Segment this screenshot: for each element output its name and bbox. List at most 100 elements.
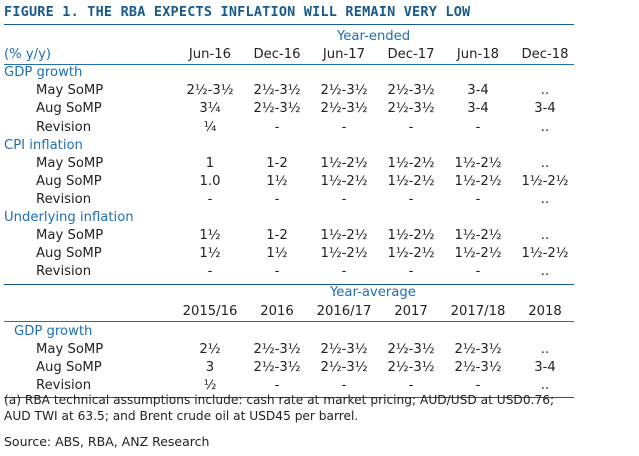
table-cell: 2½-3½	[387, 83, 435, 99]
table-cell: 3-4	[467, 101, 489, 117]
table-cell: 3-4	[534, 101, 556, 117]
table-cell: 1½-2½	[387, 155, 435, 171]
table-cell: 1½-2½	[320, 246, 368, 262]
table-cell: ..	[540, 228, 550, 244]
row-label: May SoMP	[36, 341, 104, 357]
table-cell: 1½	[199, 246, 221, 262]
section-separator	[4, 284, 574, 286]
table-cell: ½	[203, 377, 217, 393]
column-header: Jun-17	[322, 47, 366, 63]
group-header-year-ended: Year-ended	[337, 29, 411, 44]
table-cell: 1½-2½	[320, 155, 368, 171]
footnote-line-1: (a) RBA technical assumptions include: c…	[4, 393, 555, 407]
table-cell: 2½-3½	[320, 83, 368, 99]
column-header: Jun-18	[456, 47, 500, 63]
table-cell: 2½-3½	[253, 83, 301, 99]
row-label: Revision	[36, 264, 92, 280]
row-label: Revision	[36, 377, 92, 393]
table-cell: ¼	[203, 119, 217, 135]
header-underline	[4, 64, 574, 66]
table-cell: ..	[540, 377, 550, 393]
section-label: GDP growth	[4, 65, 83, 81]
table-cell: 1½-2½	[387, 246, 435, 262]
row-label: May SoMP	[36, 155, 104, 171]
table-cell: 2½	[199, 341, 221, 357]
table-cell: -	[274, 377, 280, 393]
table-cell: 3	[205, 359, 215, 375]
row-label: Aug SoMP	[36, 359, 102, 375]
table-cell: 2½-3½	[253, 341, 301, 357]
table-cell: 1½-2½	[521, 246, 569, 262]
column-header: 2016/17	[316, 303, 372, 319]
table-cell: 1½-2½	[320, 228, 368, 244]
table-cell: 2½-3½	[387, 359, 435, 375]
table-cell: 3-4	[467, 83, 489, 99]
table-cell: 1½-2½	[521, 173, 569, 189]
table-cell: 1½-2½	[387, 173, 435, 189]
row-label: May SoMP	[36, 228, 104, 244]
table-cell: -	[408, 377, 414, 393]
table-cell: 1-2	[266, 228, 288, 244]
source-line: Source: ABS, RBA, ANZ Research	[4, 434, 210, 449]
table-cell: 1-2	[266, 155, 288, 171]
title-rule	[4, 24, 574, 25]
table-cell: ..	[540, 83, 550, 99]
table-cell: 2½-3½	[454, 341, 502, 357]
table-cell: 2½-3½	[186, 83, 234, 99]
table-cell: -	[475, 191, 481, 207]
table-cell: -	[408, 119, 414, 135]
column-header: 2017/18	[450, 303, 506, 319]
table-cell: 1½-2½	[454, 155, 502, 171]
column-header: Dec-18	[521, 47, 569, 63]
row-label: Aug SoMP	[36, 173, 102, 189]
table-cell: 2½-3½	[387, 101, 435, 117]
table-cell: -	[475, 119, 481, 135]
column-header: 2015/16	[182, 303, 238, 319]
table-cell: -	[274, 264, 280, 280]
table-cell: -	[341, 119, 347, 135]
section-label: CPI inflation	[4, 137, 83, 153]
table-cell: 1½	[199, 228, 221, 244]
table-cell: 2½-3½	[387, 341, 435, 357]
table-bottom-rule	[4, 397, 574, 398]
table-cell: 1½-2½	[454, 228, 502, 244]
table-cell: 2½-3½	[253, 359, 301, 375]
table-cell: 2½-3½	[320, 101, 368, 117]
table-cell: 1½	[266, 173, 288, 189]
table-cell: 2½-3½	[320, 341, 368, 357]
group-header-year-average: Year-average	[330, 285, 416, 301]
section-label: Underlying inflation	[4, 210, 134, 225]
table-cell: 2½-3½	[253, 101, 301, 117]
unit-label: (% y/y)	[4, 47, 52, 63]
table-cell: -	[341, 377, 347, 393]
column-header: 2016	[260, 303, 294, 319]
table-cell: 2½-3½	[320, 359, 368, 375]
table-cell: 2½-3½	[454, 359, 502, 375]
table-cell: -	[341, 264, 347, 280]
table-cell: -	[274, 119, 280, 135]
column-header: 2018	[528, 303, 562, 319]
table-cell: 1½-2½	[320, 173, 368, 189]
table-cell: -	[475, 264, 481, 280]
section-label: GDP growth	[14, 323, 93, 339]
table-cell: 1	[205, 155, 215, 171]
column-header: Dec-17	[387, 47, 435, 63]
table-cell: -	[207, 264, 213, 280]
table-cell: -	[274, 191, 280, 207]
table-cell: 1½-2½	[454, 246, 502, 262]
row-label: Revision	[36, 191, 92, 207]
table-cell: 1.0	[199, 173, 221, 189]
table-cell: 1½-2½	[454, 173, 502, 189]
row-label: Aug SoMP	[36, 246, 102, 262]
table-cell: 1½	[266, 246, 288, 262]
column-header: Jun-16	[188, 47, 232, 63]
table-cell: ..	[540, 264, 550, 280]
table-cell: -	[475, 377, 481, 393]
table-cell: ..	[540, 119, 550, 135]
column-header: 2017	[394, 303, 428, 319]
row-label: Aug SoMP	[36, 101, 102, 117]
table-cell: -	[341, 191, 347, 207]
table-cell: 3-4	[534, 359, 556, 375]
table-cell: 3¼	[199, 101, 221, 117]
table-cell: -	[408, 264, 414, 280]
